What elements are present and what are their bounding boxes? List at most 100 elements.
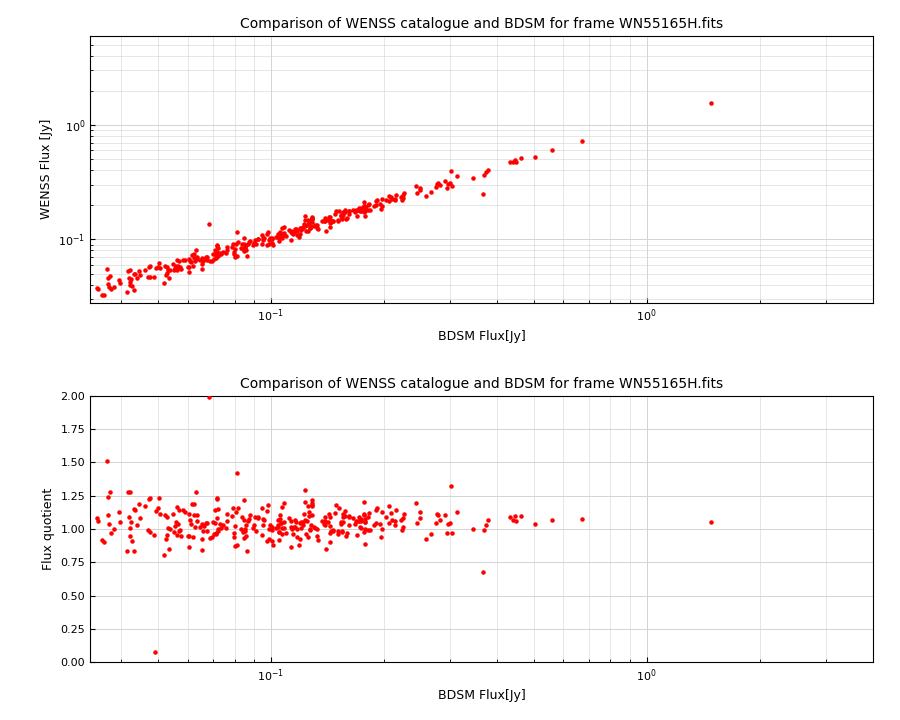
Point bbox=[322, 536, 337, 548]
Point bbox=[308, 522, 322, 534]
Point bbox=[296, 519, 310, 531]
Point bbox=[545, 514, 560, 526]
Point bbox=[189, 487, 203, 498]
Point bbox=[413, 184, 428, 196]
Point bbox=[338, 510, 353, 521]
Point bbox=[390, 189, 404, 200]
Point bbox=[138, 500, 152, 511]
Point bbox=[140, 524, 155, 536]
Point bbox=[374, 523, 389, 534]
Point bbox=[288, 222, 302, 234]
Point bbox=[182, 541, 196, 553]
Point bbox=[334, 516, 348, 528]
Point bbox=[356, 526, 371, 538]
Point bbox=[125, 280, 140, 292]
Point bbox=[445, 180, 459, 192]
Point bbox=[101, 273, 115, 284]
Point bbox=[104, 284, 118, 295]
Point bbox=[388, 194, 402, 206]
Point bbox=[272, 526, 286, 538]
Point bbox=[475, 566, 490, 577]
Point bbox=[305, 500, 320, 512]
Point bbox=[332, 503, 347, 514]
Point bbox=[138, 264, 152, 276]
Point bbox=[373, 199, 387, 210]
Point bbox=[183, 255, 197, 266]
Point bbox=[203, 256, 218, 267]
Point bbox=[279, 230, 293, 242]
Point bbox=[373, 518, 387, 530]
Point bbox=[284, 235, 298, 246]
Point bbox=[256, 520, 270, 531]
Point bbox=[211, 250, 225, 261]
Point bbox=[266, 539, 281, 550]
Point bbox=[445, 527, 459, 539]
Point bbox=[271, 228, 285, 240]
Point bbox=[124, 274, 139, 285]
Point bbox=[363, 204, 377, 215]
Point bbox=[318, 516, 332, 527]
Point bbox=[182, 253, 196, 265]
Point bbox=[369, 195, 383, 207]
Point bbox=[250, 234, 265, 246]
Point bbox=[143, 271, 157, 283]
Point bbox=[339, 212, 354, 223]
Point bbox=[302, 222, 317, 233]
Point bbox=[433, 514, 447, 526]
Point bbox=[279, 527, 293, 539]
Point bbox=[282, 513, 296, 524]
Point bbox=[362, 198, 376, 210]
Point bbox=[112, 276, 127, 288]
Point bbox=[363, 524, 377, 536]
Point bbox=[242, 513, 256, 525]
Point bbox=[290, 229, 304, 240]
Point bbox=[439, 181, 454, 193]
Point bbox=[341, 205, 356, 217]
Point bbox=[305, 213, 320, 225]
Point bbox=[189, 509, 203, 521]
Point bbox=[182, 266, 196, 277]
Point bbox=[230, 539, 244, 550]
Point bbox=[431, 509, 446, 521]
Point bbox=[130, 518, 145, 530]
Point bbox=[304, 497, 319, 508]
Point bbox=[409, 181, 423, 192]
Point bbox=[270, 230, 284, 242]
Point bbox=[248, 511, 262, 523]
Point bbox=[177, 506, 192, 518]
Point bbox=[186, 252, 201, 264]
Point bbox=[195, 263, 210, 274]
Point bbox=[369, 505, 383, 516]
Point bbox=[352, 202, 366, 214]
Point bbox=[286, 521, 301, 533]
Point bbox=[163, 523, 177, 535]
Point bbox=[269, 231, 284, 243]
Point bbox=[157, 549, 171, 561]
Point bbox=[317, 518, 331, 530]
Point bbox=[450, 171, 464, 182]
Point bbox=[100, 263, 114, 274]
Point bbox=[161, 523, 176, 534]
Point bbox=[265, 535, 279, 546]
Point bbox=[106, 523, 121, 535]
Point bbox=[210, 513, 224, 524]
Point bbox=[503, 512, 517, 523]
Point bbox=[160, 511, 175, 523]
Point bbox=[238, 519, 253, 531]
Point bbox=[96, 536, 111, 547]
Point bbox=[298, 220, 312, 231]
Point bbox=[384, 192, 399, 203]
Point bbox=[300, 220, 314, 231]
Point bbox=[260, 535, 274, 546]
Point bbox=[151, 492, 166, 504]
Point bbox=[196, 253, 211, 264]
Point bbox=[418, 190, 433, 202]
Point bbox=[184, 256, 198, 268]
Point bbox=[200, 517, 214, 528]
Point bbox=[212, 247, 227, 258]
Point bbox=[90, 512, 104, 523]
Point bbox=[184, 499, 199, 510]
Point bbox=[308, 220, 322, 231]
Point bbox=[193, 254, 207, 266]
Point bbox=[237, 232, 251, 243]
